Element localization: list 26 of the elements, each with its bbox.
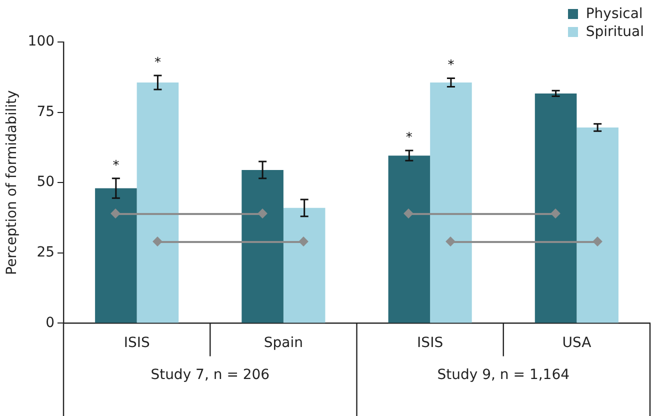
text: Study 7, n = 206 bbox=[150, 366, 270, 383]
legend-label: Physical bbox=[586, 6, 643, 22]
data-label: * bbox=[406, 130, 413, 146]
text: Study 9, n = 1,164 bbox=[437, 366, 570, 383]
legend-label: Spiritual bbox=[586, 24, 644, 40]
bar bbox=[283, 208, 326, 323]
data-label: * bbox=[448, 58, 455, 74]
x-tick-label: Spain bbox=[264, 335, 304, 352]
y-tick-label: 25 bbox=[36, 244, 55, 261]
bar bbox=[534, 93, 577, 323]
y-axis-title: Perception of formidability bbox=[4, 90, 20, 275]
bar bbox=[242, 170, 284, 323]
y-tick-label: 100 bbox=[28, 34, 55, 50]
x-tick-label: USA bbox=[562, 335, 592, 352]
bar bbox=[136, 82, 179, 323]
y-tick-label: 50 bbox=[36, 174, 55, 190]
bar bbox=[576, 127, 618, 323]
bar bbox=[430, 82, 472, 323]
y-tick-label: 75 bbox=[36, 104, 55, 120]
y-tick-label: 0 bbox=[46, 314, 55, 331]
bar bbox=[95, 188, 137, 323]
x-tick-label: ISIS bbox=[124, 335, 150, 352]
data-label: * bbox=[112, 158, 120, 174]
bar bbox=[388, 156, 430, 323]
data-label: * bbox=[154, 55, 162, 70]
x-tick-label: ISIS bbox=[417, 335, 444, 352]
